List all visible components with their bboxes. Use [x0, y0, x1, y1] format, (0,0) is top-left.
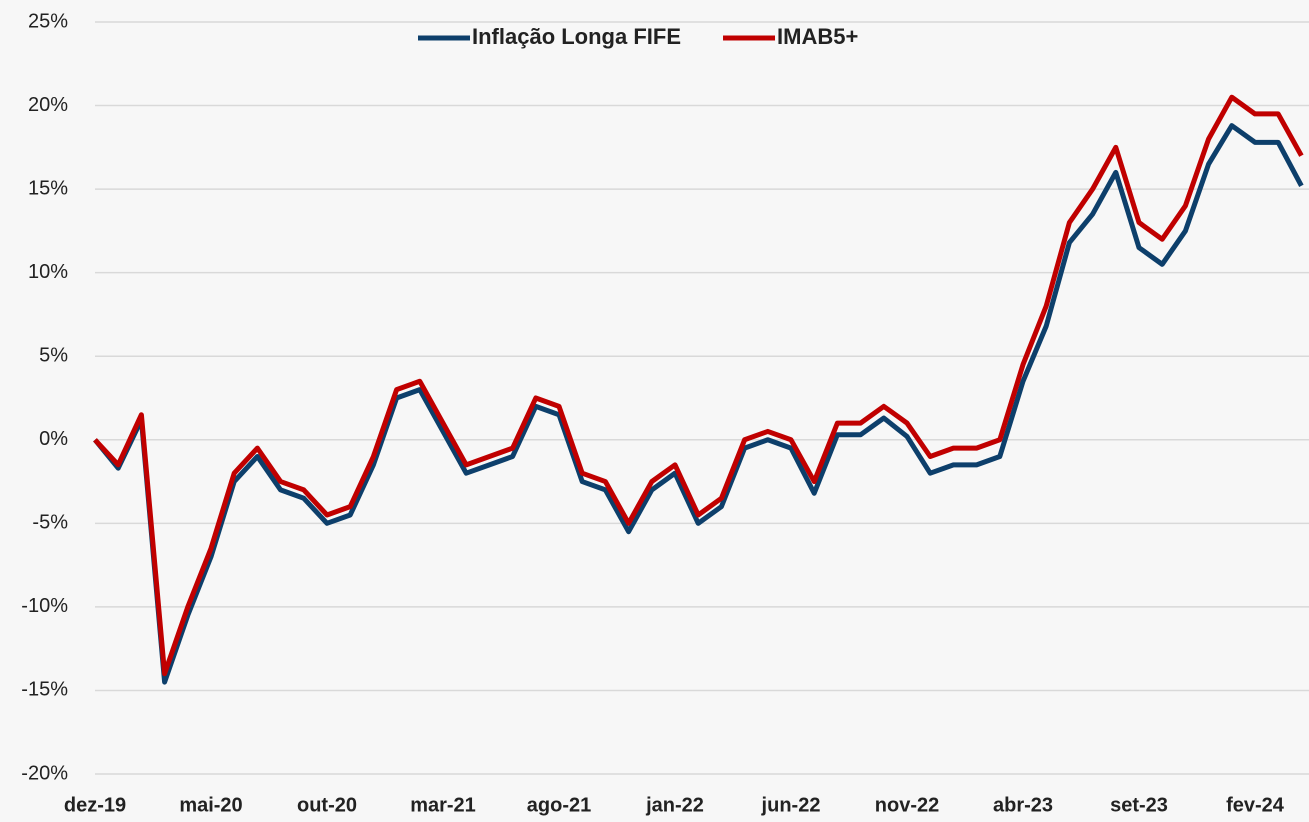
y-tick-label: -10%: [21, 595, 68, 617]
y-tick-label: 20%: [28, 94, 68, 116]
y-tick-label: 10%: [28, 261, 68, 283]
y-tick-label: 25%: [28, 10, 68, 32]
y-tick-label: -5%: [32, 512, 68, 534]
y-tick-label: -20%: [21, 762, 68, 784]
x-tick-label: set-23: [1110, 794, 1168, 816]
x-tick-label: out-20: [297, 794, 357, 816]
y-tick-label: 0%: [39, 428, 68, 450]
x-tick-label: fev-24: [1226, 794, 1285, 816]
x-tick-label: jun-22: [761, 794, 821, 816]
x-tick-label: ago-21: [527, 794, 591, 816]
series-line: [93, 123, 1304, 685]
x-tick-label: nov-22: [875, 794, 939, 816]
x-tick-label: mai-20: [179, 794, 242, 816]
series-line: [93, 94, 1304, 677]
x-tick-label: jan-22: [645, 794, 704, 816]
legend-label: IMAB5+: [777, 24, 858, 49]
legend-label: Inflação Longa FIFE: [472, 24, 681, 49]
y-tick-label: 15%: [28, 177, 68, 199]
y-tick-label: -15%: [21, 679, 68, 701]
x-tick-label: mar-21: [410, 794, 476, 816]
x-tick-label: abr-23: [993, 794, 1053, 816]
y-tick-label: 5%: [39, 345, 68, 367]
x-tick-label: dez-19: [64, 794, 126, 816]
